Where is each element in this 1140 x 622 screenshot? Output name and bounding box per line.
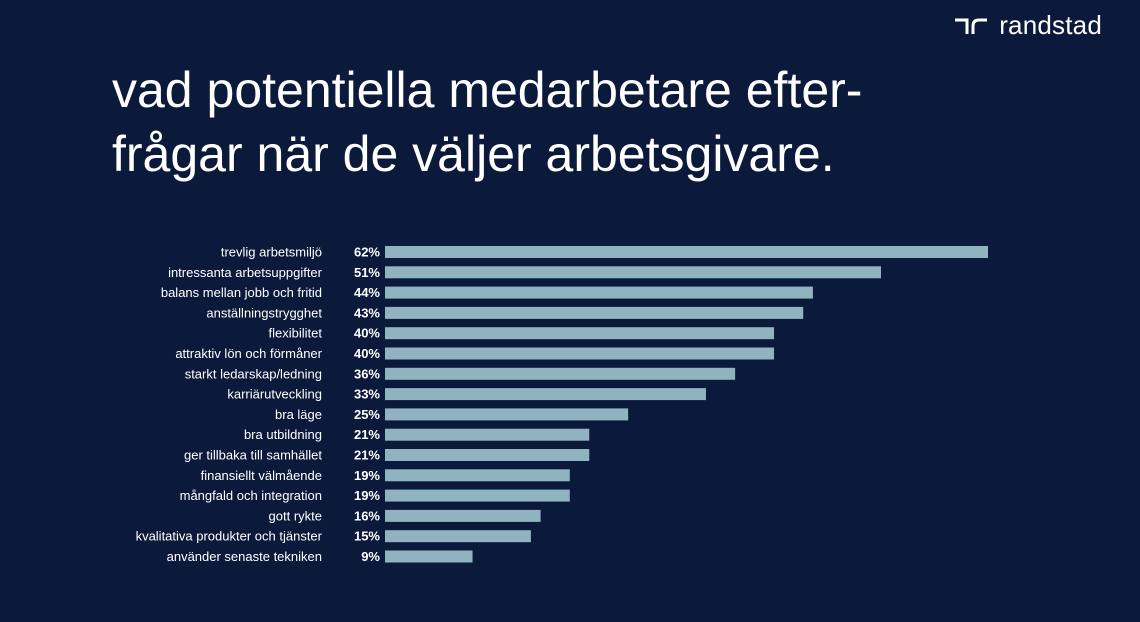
value-label: 51% <box>354 265 380 280</box>
value-label: 40% <box>354 346 380 361</box>
category-label: ger tillbaka till samhället <box>184 448 322 463</box>
bar <box>385 306 804 319</box>
value-label: 25% <box>354 407 380 422</box>
bar <box>385 286 813 299</box>
value-label: 16% <box>354 508 380 523</box>
brand-logo: randstad <box>953 12 1102 38</box>
bar <box>385 469 570 482</box>
category-label: trevlig arbetsmiljö <box>221 245 322 260</box>
bar <box>385 489 570 502</box>
value-label: 19% <box>354 468 380 483</box>
bar <box>385 449 590 461</box>
category-label: anställningstrygghet <box>206 305 322 320</box>
bar <box>385 388 706 401</box>
category-label: kvalitativa produkter och tjänster <box>136 529 323 544</box>
value-label: 15% <box>354 529 380 544</box>
page-title: vad potentiella medarbetare efter- fråga… <box>112 58 1072 186</box>
value-label: 21% <box>354 427 380 442</box>
category-label: balans mellan jobb och fritid <box>161 285 322 300</box>
bar <box>385 266 882 279</box>
bar <box>385 367 736 380</box>
category-label: gott rykte <box>269 508 322 523</box>
bar <box>385 509 541 522</box>
value-label: 40% <box>354 326 380 341</box>
title-line-1: vad potentiella medarbetare efter- <box>112 62 863 118</box>
category-label: flexibilitet <box>269 326 323 341</box>
category-label: starkt ledarskap/ledning <box>185 366 322 381</box>
bar <box>385 530 531 543</box>
value-label: 62% <box>354 245 380 260</box>
chart-rows: trevlig arbetsmiljö 62% intressanta arbets… <box>136 245 988 564</box>
category-label: bra utbildning <box>244 427 322 442</box>
category-label: mångfald och integration <box>180 488 322 503</box>
category-label: karriärutveckling <box>227 387 322 402</box>
title-line-2: frågar när de väljer arbetsgivare. <box>112 126 835 182</box>
value-label: 44% <box>354 285 380 300</box>
value-label: 36% <box>354 366 380 381</box>
category-label: attraktiv lön och förmåner <box>175 346 322 361</box>
category-label: finansiellt välmående <box>201 468 322 483</box>
value-label: 43% <box>354 305 380 320</box>
randstad-logo-icon <box>955 18 988 34</box>
bar <box>385 327 775 340</box>
bar <box>385 347 775 360</box>
value-label: 9% <box>361 549 380 564</box>
value-label: 19% <box>354 488 380 503</box>
bar <box>385 246 988 258</box>
value-label: 21% <box>354 448 380 463</box>
brand-name: randstad <box>999 10 1102 40</box>
category-label: intressanta arbetsuppgifter <box>168 265 323 280</box>
bar <box>385 550 473 563</box>
bar <box>385 408 629 421</box>
value-label: 33% <box>354 387 380 402</box>
bar <box>385 428 590 441</box>
category-label: använder senaste tekniken <box>167 549 322 564</box>
category-label: bra läge <box>275 407 322 422</box>
